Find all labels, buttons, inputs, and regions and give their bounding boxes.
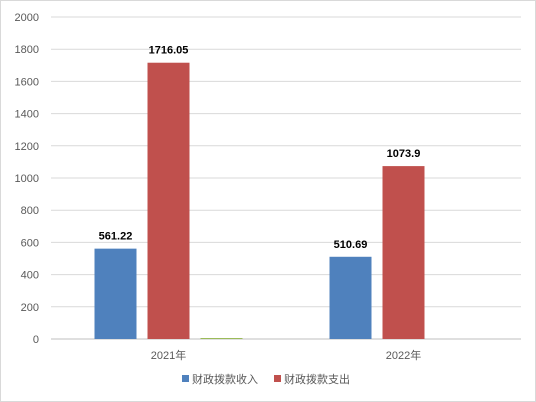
bar-series-0-0	[94, 248, 137, 339]
bars	[94, 62, 425, 340]
data-label: 510.69	[334, 239, 368, 251]
legend-label: 财政拨款支出	[284, 372, 350, 386]
y-tick-label: 600	[21, 237, 39, 249]
y-tick-label: 200	[21, 302, 39, 314]
y-tick-label: 1200	[15, 141, 39, 153]
y-tick-label: 800	[21, 205, 39, 217]
bar-series-2-0	[200, 338, 243, 339]
bar-series-1-1	[382, 166, 425, 339]
x-axis: 2021年 2022年	[151, 348, 421, 362]
y-tick-label: 1400	[15, 109, 39, 121]
bar-series-0-1	[329, 256, 372, 339]
data-label: 1716.05	[149, 45, 189, 57]
legend-label: 财政拨款收入	[192, 372, 258, 386]
y-tick-label: 1000	[15, 173, 39, 185]
y-tick-label: 1800	[15, 44, 39, 56]
y-tick-label: 400	[21, 270, 39, 282]
legend-swatch	[182, 375, 189, 382]
y-tick-label: 1600	[15, 76, 39, 88]
bar-series-1-0	[147, 62, 190, 340]
y-axis: 0 200 400 600 800 1000 1200 1400 1600 1800 2000	[15, 12, 39, 346]
data-labels: 561.22 1716.05 510.69 1073.9	[99, 45, 421, 251]
y-tick-label: 2000	[15, 12, 39, 24]
x-tick-label: 2021年	[151, 348, 186, 362]
legend: 财政拨款收入 财政拨款支出	[182, 372, 350, 386]
x-tick-label: 2022年	[386, 348, 421, 362]
data-label: 1073.9	[387, 148, 421, 160]
y-tick-label: 0	[33, 334, 39, 346]
legend-swatch	[274, 375, 281, 382]
data-label: 561.22	[99, 231, 133, 243]
